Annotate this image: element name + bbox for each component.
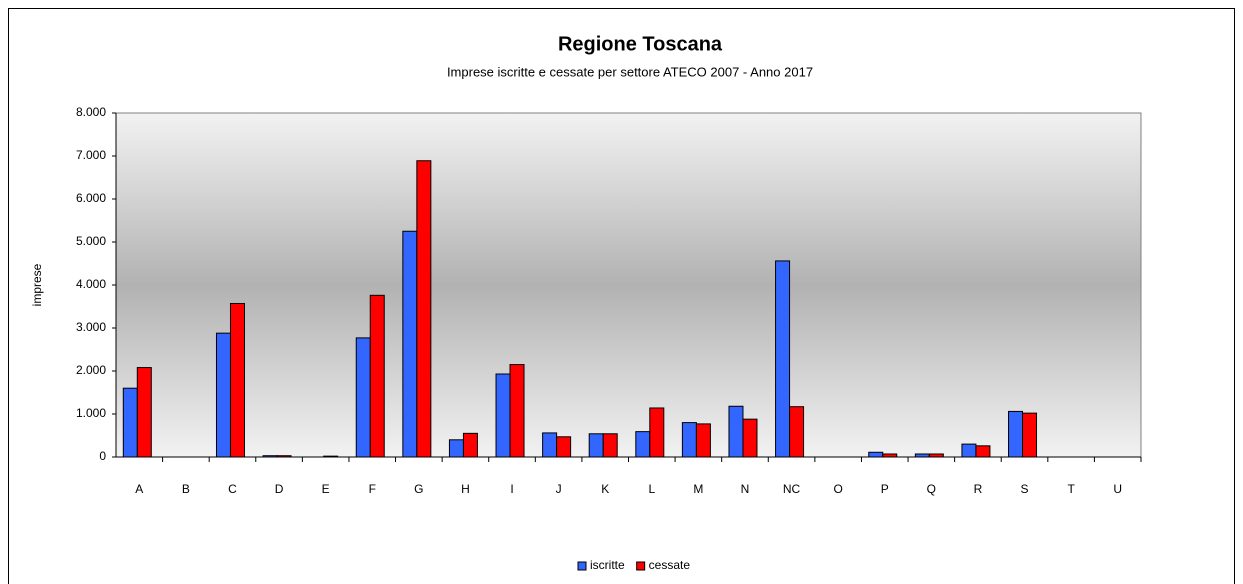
bar: [914, 453, 930, 458]
x-tick-label: U: [1113, 482, 1122, 496]
bar: [262, 455, 278, 458]
x-tick-label: E: [322, 482, 330, 496]
bar: [416, 160, 432, 458]
x-tick-label: Q: [927, 482, 936, 496]
bar: [868, 451, 884, 458]
bar: [695, 423, 711, 458]
bar: [728, 405, 744, 458]
bar: [229, 302, 245, 458]
y-tick-label: 3.000: [76, 320, 106, 334]
chart-subtitle: Imprese iscritte e cessate per settore A…: [447, 64, 813, 79]
y-tick-label: 8.000: [76, 105, 106, 119]
x-tick-label: NC: [783, 482, 801, 496]
bar: [961, 443, 977, 458]
bar: [369, 294, 385, 458]
bar: [355, 337, 371, 458]
legend-label: iscritte: [590, 558, 625, 572]
bar: [323, 455, 339, 458]
y-tick-label: 1.000: [76, 406, 106, 420]
x-tick-label: C: [228, 482, 237, 496]
bar: [462, 432, 478, 458]
bar: [556, 436, 572, 458]
bar: [681, 422, 697, 458]
legend-swatch: [577, 561, 587, 571]
bar: [1008, 410, 1024, 458]
x-tick-label: N: [741, 482, 750, 496]
bar: [495, 373, 511, 458]
x-tick-label: A: [135, 482, 143, 496]
bar: [402, 230, 418, 458]
bar: [649, 407, 665, 458]
x-tick-label: B: [182, 482, 190, 496]
bar: [1022, 412, 1038, 458]
y-tick-label: 6.000: [76, 191, 106, 205]
bar: [215, 332, 231, 458]
bar: [602, 433, 618, 458]
bar: [136, 367, 152, 458]
bar: [975, 445, 991, 458]
x-tick-label: J: [556, 482, 562, 496]
x-tick-label: M: [693, 482, 703, 496]
bar: [509, 364, 525, 458]
x-tick-label: O: [833, 482, 842, 496]
x-tick-label: D: [275, 482, 284, 496]
x-tick-label: P: [881, 482, 889, 496]
bar: [542, 432, 558, 458]
bar: [122, 387, 138, 458]
bar: [588, 433, 604, 458]
bar: [448, 439, 464, 458]
x-tick-label: T: [1067, 482, 1075, 496]
x-tick-label: L: [648, 482, 655, 496]
y-tick-label: 2.000: [76, 363, 106, 377]
x-tick-label: I: [510, 482, 513, 496]
x-tick-label: K: [601, 482, 609, 496]
bar: [635, 431, 651, 458]
y-tick-label: 5.000: [76, 234, 106, 248]
y-tick-label: 4.000: [76, 277, 106, 291]
bar: [775, 260, 791, 458]
x-tick-label: G: [414, 482, 423, 496]
x-tick-label: S: [1021, 482, 1029, 496]
y-tick-label: 0: [99, 449, 106, 463]
legend-swatch: [636, 561, 646, 571]
bar: [276, 455, 292, 458]
y-tick-label: 7.000: [76, 148, 106, 162]
y-axis-label: imprese: [30, 263, 44, 306]
bar: [928, 453, 944, 458]
bar: [882, 453, 898, 458]
x-tick-label: H: [461, 482, 470, 496]
bar: [789, 406, 805, 458]
plot-area: [115, 112, 1142, 458]
chart-title: Regione Toscana: [558, 33, 723, 55]
x-tick-label: F: [369, 482, 376, 496]
legend-label: cessate: [649, 558, 691, 572]
x-tick-label: R: [974, 482, 983, 496]
bar: [742, 418, 758, 458]
